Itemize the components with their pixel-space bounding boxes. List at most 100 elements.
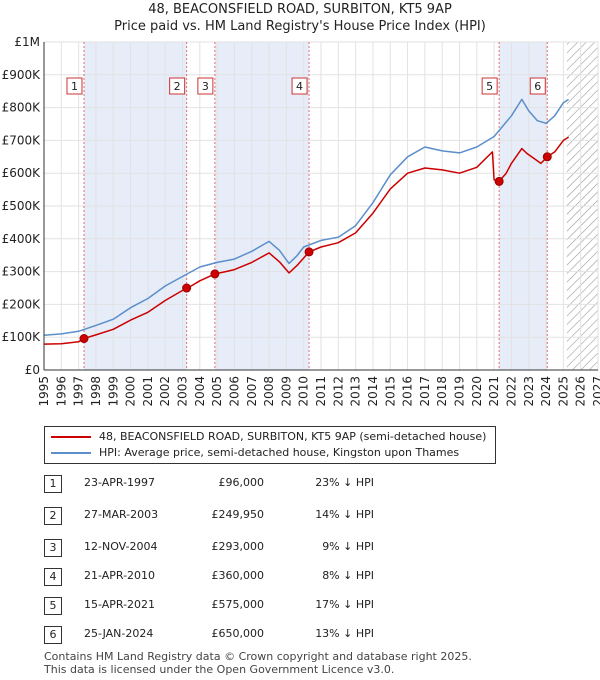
legend-swatch-property — [51, 436, 91, 438]
x-tick-label: 2025 — [556, 376, 570, 407]
transaction-badge: 3 — [44, 539, 62, 557]
transaction-price: £575,000 — [211, 598, 265, 611]
transaction-date: 25-JAN-2024 — [84, 627, 154, 640]
transaction-label: 1 — [71, 80, 78, 93]
series-line-hpi — [43, 98, 570, 336]
x-tick-label: 2026 — [574, 376, 588, 407]
x-tick-label: 2018 — [435, 376, 449, 407]
x-tick-label: 2020 — [470, 376, 484, 407]
x-tick-label: 2027 — [591, 376, 600, 407]
x-tick-label: 2004 — [193, 376, 207, 407]
transaction-row: 6 25-JAN-2024 £650,000 13% ↓ HPI — [44, 626, 394, 646]
price-chart: 1 2 3 4 5 6 £0 £100K £200K £300K £400K £500K £600K £7… — [2, 35, 600, 407]
x-tick-label: 1998 — [89, 376, 103, 407]
transaction-label: 2 — [174, 80, 181, 93]
x-tick-label: 2005 — [210, 376, 224, 407]
legend-label-property: 48, BEACONSFIELD ROAD, SURBITON, KT5 9AP… — [99, 430, 487, 443]
y-tick-label: £900K — [2, 68, 42, 82]
chart-subtitle: Price paid vs. HM Land Registry's House … — [114, 19, 486, 34]
transaction-row: 2 27-MAR-2003 £249,950 14% ↓ HPI — [44, 507, 394, 527]
transaction-price: £650,000 — [211, 627, 265, 640]
transaction-point — [79, 334, 89, 344]
transaction-label-box — [169, 77, 186, 95]
transaction-date: 27-MAR-2003 — [84, 508, 159, 521]
transaction-point — [182, 283, 192, 293]
transaction-point — [542, 152, 552, 162]
y-tick-label: £1M — [14, 35, 40, 49]
transaction-label-box — [66, 77, 83, 95]
transaction-label: 5 — [486, 80, 493, 93]
transaction-hpi-diff: 17% ↓ HPI — [315, 598, 374, 611]
transaction-price: £360,000 — [211, 569, 265, 582]
transaction-hpi-diff: 13% ↓ HPI — [315, 627, 374, 640]
x-tick-label: 2022 — [504, 376, 518, 407]
x-tick-label: 2014 — [366, 376, 380, 407]
y-tick-label: £800K — [2, 101, 42, 115]
x-tick-label: 2021 — [487, 376, 501, 407]
transaction-badge: 2 — [44, 507, 62, 525]
x-tick-label: 2012 — [331, 376, 345, 407]
transaction-label-box — [529, 77, 546, 95]
legend-item-property: 48, BEACONSFIELD ROAD, SURBITON, KT5 9AP… — [51, 429, 486, 445]
transaction-badge: 4 — [44, 568, 62, 586]
x-tick-label: 1996 — [54, 376, 68, 407]
legend: 48, BEACONSFIELD ROAD, SURBITON, KT5 9AP… — [44, 426, 496, 464]
transaction-label-box — [291, 77, 308, 95]
x-tick-label: 2019 — [453, 376, 467, 407]
transaction-point — [494, 176, 504, 186]
x-tick-label: 2011 — [314, 376, 328, 407]
transaction-hpi-diff: 8% ↓ HPI — [322, 569, 374, 582]
footer-licence: This data is licensed under the Open Gov… — [44, 663, 395, 676]
x-tick-label: 1999 — [106, 376, 120, 407]
transaction-label-box — [197, 77, 214, 95]
footer-copyright: Contains HM Land Registry data © Crown c… — [44, 650, 472, 663]
transaction-row: 4 21-APR-2010 £360,000 8% ↓ HPI — [44, 568, 394, 588]
transaction-label: 3 — [202, 80, 209, 93]
x-tick-label: 2000 — [124, 376, 138, 407]
legend-item-hpi: HPI: Average price, semi-detached house,… — [51, 445, 459, 461]
y-tick-label: £400K — [2, 232, 42, 246]
x-tick-label: 2006 — [227, 376, 241, 407]
x-tick-label: 2013 — [349, 376, 363, 407]
transaction-point — [210, 269, 220, 279]
x-tick-label: 1995 — [37, 376, 51, 407]
x-tick-label: 2016 — [401, 376, 415, 407]
transaction-price: £293,000 — [211, 540, 265, 553]
series-line-property — [43, 136, 570, 345]
y-tick-label: £100K — [2, 330, 42, 344]
x-tick-label: 2003 — [176, 376, 190, 407]
y-tick-label: £200K — [2, 297, 42, 311]
x-tick-label: 2002 — [158, 376, 172, 407]
x-tick-label: 2015 — [383, 376, 397, 407]
transaction-label-box — [481, 77, 498, 95]
transaction-badge: 5 — [44, 597, 62, 615]
transaction-point — [304, 247, 314, 257]
transaction-badge: 1 — [44, 475, 62, 493]
x-tick-label: 2001 — [141, 376, 155, 407]
transaction-row: 1 23-APR-1997 £96,000 23% ↓ HPI — [44, 475, 394, 495]
transaction-row: 5 15-APR-2021 £575,000 17% ↓ HPI — [44, 597, 394, 617]
legend-swatch-hpi — [51, 452, 91, 454]
transaction-badge: 6 — [44, 626, 62, 644]
transaction-hpi-diff: 14% ↓ HPI — [315, 508, 374, 521]
transaction-hpi-diff: 9% ↓ HPI — [322, 540, 374, 553]
x-tick-label: 2017 — [418, 376, 432, 407]
transaction-label: 6 — [534, 80, 541, 93]
transaction-date: 15-APR-2021 — [84, 598, 156, 611]
x-tick-label: 2023 — [522, 376, 536, 407]
transaction-price: £96,000 — [218, 476, 265, 489]
y-tick-label: £300K — [2, 265, 42, 279]
transaction-price: £249,950 — [211, 508, 265, 521]
y-tick-label: £0 — [25, 363, 40, 377]
y-tick-label: £600K — [2, 166, 42, 180]
x-tick-label: 2024 — [539, 376, 553, 407]
y-tick-label: £700K — [2, 133, 42, 147]
chart-title: 48, BEACONSFIELD ROAD, SURBITON, KT5 9AP — [148, 2, 452, 17]
legend-label-hpi: HPI: Average price, semi-detached house,… — [99, 446, 460, 459]
x-tick-label: 2007 — [245, 376, 259, 407]
transaction-date: 23-APR-1997 — [84, 476, 156, 489]
x-tick-label: 2008 — [262, 376, 276, 407]
y-tick-label: £500K — [2, 199, 42, 213]
transaction-row: 3 12-NOV-2004 £293,000 9% ↓ HPI — [44, 539, 394, 559]
x-tick-label: 2010 — [297, 376, 311, 407]
